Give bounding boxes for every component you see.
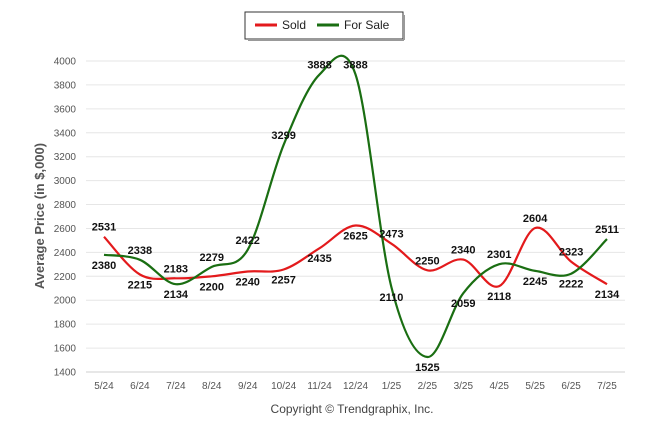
data-label-sold: 2323 bbox=[559, 247, 583, 259]
data-label-for-sale: 2279 bbox=[200, 252, 224, 264]
data-label-for-sale: 2134 bbox=[164, 289, 189, 301]
data-label-sold: 2200 bbox=[200, 281, 224, 293]
data-label-sold: 2240 bbox=[235, 277, 259, 289]
x-tick-label: 11/24 bbox=[307, 381, 332, 392]
data-label-sold: 2604 bbox=[523, 213, 548, 225]
x-tick-label: 7/24 bbox=[166, 381, 186, 392]
y-axis-ticks: 1400 1600 1800 2000 2200 2400 2600 2800 3000 3200… bbox=[54, 57, 77, 379]
legend-label-for-sale: For Sale bbox=[344, 18, 390, 32]
data-label-sold: 2625 bbox=[343, 230, 367, 242]
data-label-sold: 2134 bbox=[595, 289, 620, 301]
x-tick-label: 1/25 bbox=[382, 381, 402, 392]
x-tick-label: 10/24 bbox=[271, 381, 296, 392]
y-tick-label: 2600 bbox=[54, 224, 77, 235]
data-label-for-sale: 2338 bbox=[128, 245, 152, 257]
legend: Sold For Sale bbox=[244, 11, 405, 41]
data-labels: 2531 2215 2183 2200 2240 2257 2435 2625 2473 2250… bbox=[92, 59, 620, 374]
data-label-for-sale: 3888 bbox=[343, 59, 367, 71]
x-tick-label: 5/25 bbox=[525, 381, 545, 392]
data-label-for-sale: 3299 bbox=[271, 130, 295, 142]
series-line-for-sale bbox=[103, 54, 608, 359]
y-axis-title: Average Price (in $,000) bbox=[32, 143, 47, 289]
x-axis-ticks: 5/24 6/24 7/24 8/24 9/24 10/24 11/24 12/24 1/25 2… bbox=[94, 381, 617, 392]
y-tick-label: 1600 bbox=[54, 344, 77, 355]
copyright-text: Copyright © Trendgraphix, Inc. bbox=[271, 402, 434, 416]
y-tick-label: 3000 bbox=[54, 176, 77, 187]
data-label-for-sale: 2245 bbox=[523, 276, 547, 288]
data-label-for-sale: 2059 bbox=[451, 298, 475, 310]
data-label-sold: 2340 bbox=[451, 245, 475, 257]
x-tick-label: 12/24 bbox=[343, 381, 368, 392]
y-tick-label: 1800 bbox=[54, 320, 77, 331]
data-label-sold: 2531 bbox=[92, 222, 116, 234]
data-label-for-sale: 3888 bbox=[307, 59, 331, 71]
data-label-sold: 2435 bbox=[307, 253, 331, 265]
data-label-for-sale: 2422 bbox=[235, 235, 259, 247]
y-tick-label: 2800 bbox=[54, 200, 77, 211]
y-tick-label: 1400 bbox=[54, 368, 77, 379]
y-tick-label: 2000 bbox=[54, 296, 77, 307]
data-label-for-sale: 2511 bbox=[595, 224, 619, 236]
data-label-sold: 2473 bbox=[379, 229, 403, 241]
x-tick-label: 6/25 bbox=[561, 381, 581, 392]
data-label-for-sale: 2380 bbox=[92, 260, 116, 272]
x-tick-label: 5/24 bbox=[94, 381, 114, 392]
data-label-sold: 2215 bbox=[128, 280, 152, 292]
legend-label-sold: Sold bbox=[282, 18, 306, 32]
x-tick-label: 4/25 bbox=[489, 381, 509, 392]
data-label-sold: 2183 bbox=[164, 263, 188, 275]
y-tick-label: 3400 bbox=[54, 128, 77, 139]
data-label-for-sale: 2301 bbox=[487, 249, 511, 261]
data-label-for-sale: 1525 bbox=[415, 362, 439, 374]
y-tick-label: 3200 bbox=[54, 152, 77, 163]
data-label-for-sale: 2110 bbox=[379, 292, 403, 304]
y-tick-label: 4000 bbox=[54, 57, 77, 68]
x-tick-label: 9/24 bbox=[238, 381, 258, 392]
x-tick-label: 6/24 bbox=[130, 381, 150, 392]
x-tick-label: 7/25 bbox=[597, 381, 617, 392]
x-tick-label: 2/25 bbox=[418, 381, 438, 392]
y-tick-label: 2400 bbox=[54, 248, 77, 259]
y-tick-label: 3800 bbox=[54, 80, 77, 91]
data-label-sold: 2118 bbox=[487, 291, 511, 303]
y-tick-label: 3600 bbox=[54, 104, 77, 115]
y-tick-label: 2200 bbox=[54, 272, 77, 283]
x-tick-label: 8/24 bbox=[202, 381, 222, 392]
data-label-for-sale: 2222 bbox=[559, 279, 583, 291]
data-label-sold: 2257 bbox=[271, 274, 295, 286]
series-lines bbox=[103, 54, 608, 359]
data-label-sold: 2250 bbox=[415, 255, 439, 267]
x-tick-label: 3/25 bbox=[454, 381, 474, 392]
gridlines bbox=[86, 60, 625, 373]
series-line-sold bbox=[103, 224, 608, 288]
